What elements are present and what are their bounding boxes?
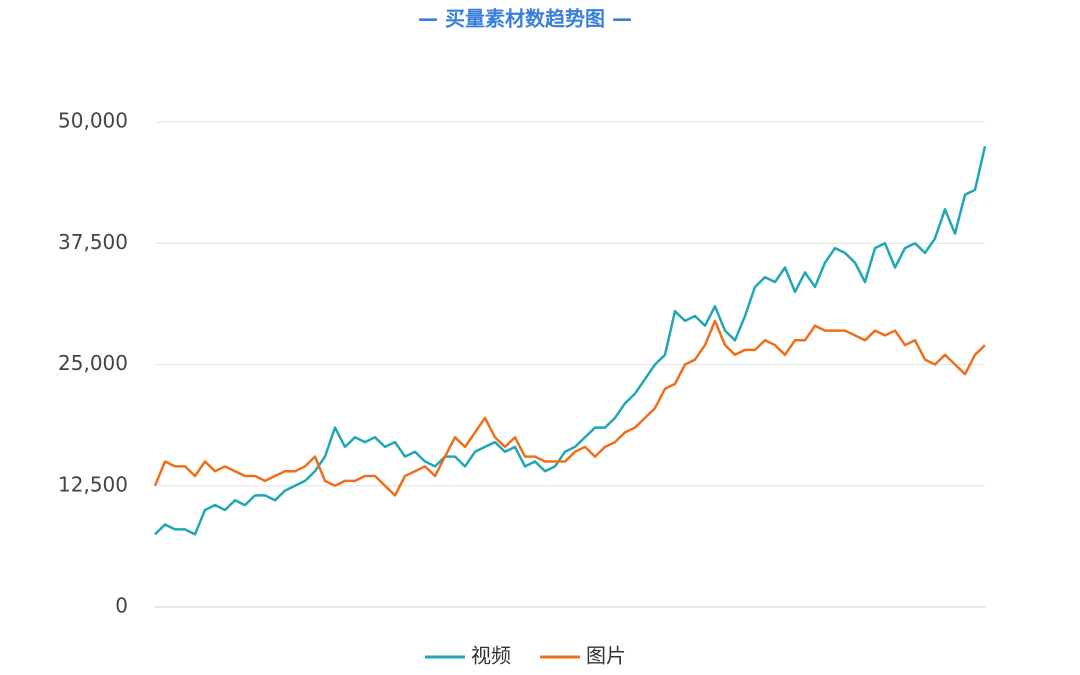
legend-label: 图片	[586, 644, 626, 668]
chart-title: — 买量素材数趋势图 —	[418, 7, 632, 31]
y-tick-label: 12,500	[58, 472, 128, 496]
series-line	[153, 319, 986, 497]
series-line	[154, 146, 987, 536]
y-tick-label: 50,000	[58, 109, 128, 133]
y-tick-label: 25,000	[58, 351, 128, 375]
y-tick-label: 0	[115, 594, 128, 618]
legend-label: 视频	[471, 644, 511, 668]
y-tick-label: 37,500	[58, 230, 128, 254]
